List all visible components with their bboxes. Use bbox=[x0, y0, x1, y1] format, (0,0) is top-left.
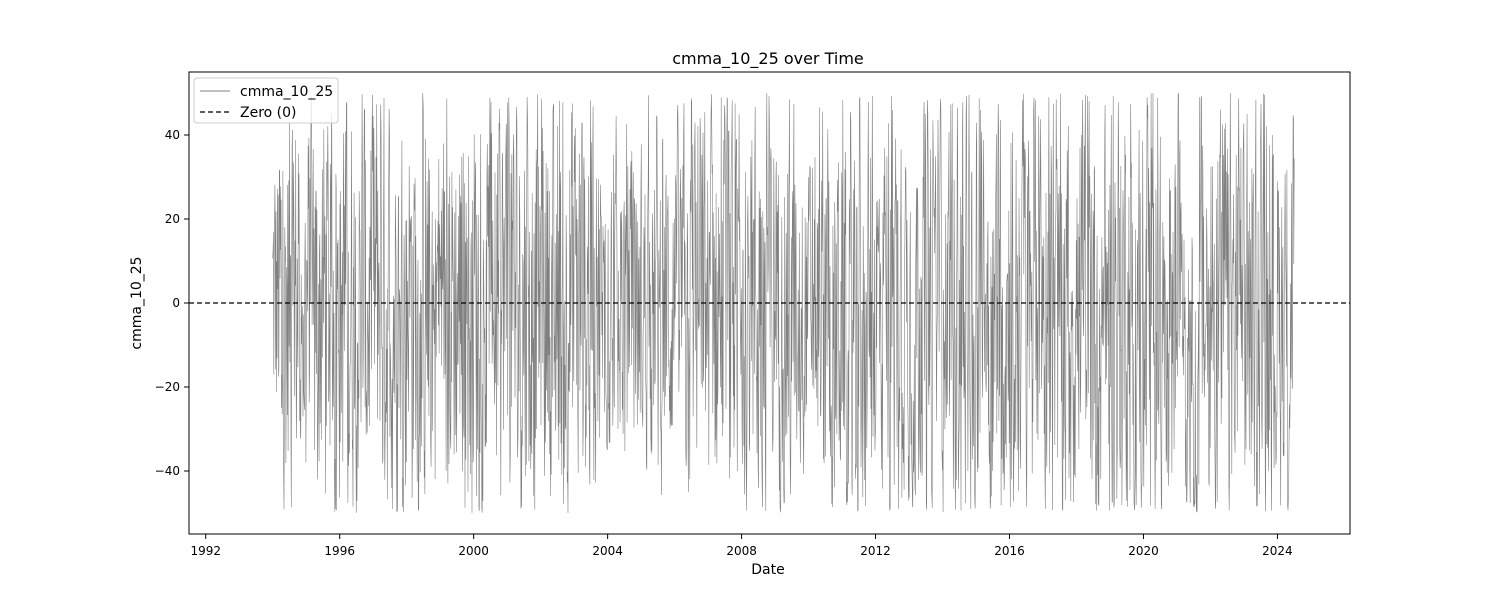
x-tick-label: 1996 bbox=[324, 544, 355, 558]
y-axis-label: cmma_10_25 bbox=[129, 256, 145, 349]
series-line-cmma_10_25 bbox=[272, 93, 1295, 513]
x-tick-label: 2008 bbox=[726, 544, 757, 558]
x-tick-label: 2024 bbox=[1262, 544, 1293, 558]
x-axis: 1992 1996 2000 2004 2008 2012 2016 2020 2024 bbox=[190, 534, 1293, 558]
legend-label-zero: Zero (0) bbox=[240, 105, 297, 121]
y-axis: −40 −20 0 20 40 bbox=[155, 128, 189, 478]
x-tick-label: 2004 bbox=[592, 544, 623, 558]
x-tick-label: 2016 bbox=[994, 544, 1025, 558]
y-tick-label: −40 bbox=[155, 464, 180, 478]
x-tick-label: 2012 bbox=[860, 544, 891, 558]
x-axis-label: Date bbox=[751, 562, 784, 578]
legend-label-series: cmma_10_25 bbox=[240, 84, 333, 100]
y-tick-label: 0 bbox=[172, 296, 180, 310]
y-tick-label: −20 bbox=[155, 380, 180, 394]
series-group bbox=[272, 93, 1295, 513]
y-tick-label: 20 bbox=[165, 212, 180, 226]
legend: cmma_10_25 Zero (0) bbox=[193, 77, 339, 124]
y-tick-label: 40 bbox=[165, 128, 180, 142]
x-tick-label: 1992 bbox=[190, 544, 221, 558]
x-tick-label: 2000 bbox=[458, 544, 489, 558]
x-tick-label: 2020 bbox=[1128, 544, 1159, 558]
legend-box bbox=[193, 77, 339, 124]
chart-title: cmma_10_25 over Time bbox=[672, 49, 864, 69]
